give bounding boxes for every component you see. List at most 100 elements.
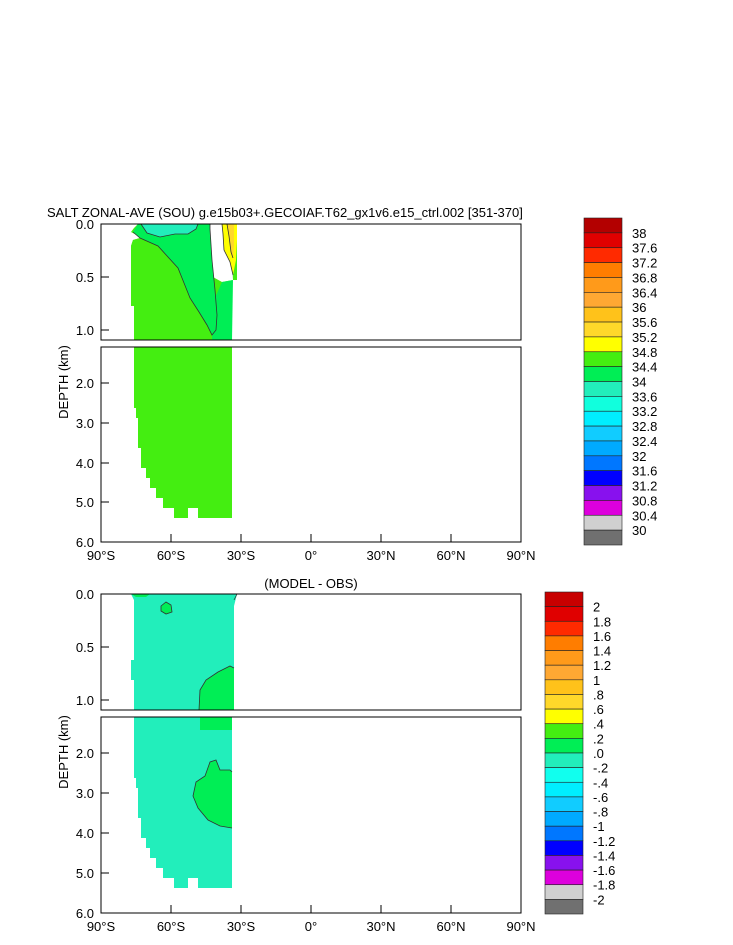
colorbar-label: -.8 — [593, 805, 608, 820]
colorbar-swatch — [583, 381, 623, 397]
colorbar-label: -1 — [593, 819, 605, 834]
colorbar-swatch — [583, 410, 623, 427]
field-34.4-34.8-main — [131, 238, 212, 340]
x-tick-label: 30°N — [366, 548, 395, 563]
colorbar-label: -.6 — [593, 790, 608, 805]
x-axis: 90°S 60°S 30°S 0° 30°N 60°N 90°N — [87, 534, 536, 563]
y-axis-upper: 0.0 0.5 1.0 — [76, 217, 94, 338]
y-axis-label: DEPTH (km) — [56, 715, 71, 789]
y-axis-lower-diff: 2.0 3.0 4.0 5.0 6.0 — [76, 746, 94, 921]
contour-lines-lower-diff — [192, 759, 233, 829]
y-tick-label: 1.0 — [76, 323, 94, 338]
colorbar-swatch — [583, 232, 623, 249]
colorbar-swatch — [544, 855, 584, 871]
y-tick-label: 0.5 — [76, 270, 94, 285]
y-tick-label: 3.0 — [76, 416, 94, 431]
colorbar-label: 31.6 — [632, 464, 657, 479]
colorbar-label: .4 — [593, 717, 604, 732]
colorbar-swatch — [544, 606, 584, 622]
y-tick-label: 5.0 — [76, 866, 94, 881]
colorbar-swatch — [583, 277, 623, 293]
colorbar-swatch — [583, 351, 623, 367]
y-axis-upper-diff: 0.0 0.5 1.0 — [76, 587, 94, 708]
colorbar-label: 2 — [593, 600, 600, 615]
contour-fills-upper-diff — [131, 593, 238, 711]
contour-fills-upper — [131, 223, 237, 340]
colorbar-label: 33.2 — [632, 404, 657, 419]
y-tick-label: 2.0 — [76, 746, 94, 761]
field-0.0-0.2-deep — [200, 717, 232, 730]
colorbar: 21.81.61.41.21.8.6.4.2.0-.2-.4-.6-.8-1-1… — [544, 591, 615, 915]
y-tick-label: 0.0 — [76, 587, 94, 602]
colorbar-label: 31.2 — [632, 479, 657, 494]
x-tick-label: 30°S — [227, 919, 256, 934]
colorbar-swatch — [544, 869, 584, 886]
contour-fills-lower — [134, 347, 232, 518]
contour-fills-lower-diff — [134, 717, 233, 888]
colorbar-label: 1.8 — [593, 614, 611, 629]
colorbar-label: 36.4 — [632, 285, 657, 300]
colorbar-label: 37.6 — [632, 241, 657, 256]
colorbar-swatch — [583, 306, 623, 323]
colorbar-label: 33.6 — [632, 389, 657, 404]
colorbar-swatch — [583, 262, 623, 278]
colorbar-swatch — [544, 825, 584, 842]
y-ticks-diff — [101, 593, 109, 874]
colorbar-label: -1.8 — [593, 878, 615, 893]
y-tick-label: 4.0 — [76, 826, 94, 841]
field-neg0.2-0.0-deep — [134, 717, 232, 888]
colorbar-swatch — [544, 635, 584, 651]
colorbar-swatch — [583, 217, 623, 234]
colorbar-swatch — [544, 708, 584, 725]
chart-subtitle: (MODEL - OBS) — [264, 576, 357, 591]
field-0.0-0.2-mid — [193, 760, 232, 828]
colorbar-swatch — [583, 366, 623, 382]
colorbar-swatch — [583, 529, 623, 546]
colorbar-label: 30 — [632, 523, 646, 538]
colorbar-swatch — [544, 840, 584, 856]
colorbar-swatch — [583, 292, 623, 308]
colorbar-label: -2 — [593, 892, 605, 907]
colorbar-swatch — [583, 500, 623, 516]
y-ticks — [101, 223, 109, 503]
field-34.0-34.4-right — [212, 280, 233, 340]
colorbar-label: 30.8 — [632, 493, 657, 508]
y-tick-label: 2.0 — [76, 376, 94, 391]
plot-frame-upper-diff — [100, 593, 522, 711]
colorbar-label: -.2 — [593, 761, 608, 776]
colorbar-swatch — [544, 694, 584, 710]
y-tick-label: 6.0 — [76, 535, 94, 550]
colorbar-swatch — [544, 781, 584, 798]
colorbar-label: 1.6 — [593, 629, 611, 644]
y-tick-label: 5.0 — [76, 495, 94, 510]
y-tick-label: 3.0 — [76, 786, 94, 801]
colorbar-label: 34.4 — [632, 360, 657, 375]
colorbar-label: 1.2 — [593, 658, 611, 673]
colorbar-swatch — [583, 485, 623, 501]
colorbar-swatch — [544, 738, 584, 754]
difference-panel: (MODEL - OBS) 0.0 0.5 1.0 — [56, 576, 615, 934]
colorbar-swatch — [583, 396, 623, 412]
y-tick-label: 0.0 — [76, 217, 94, 232]
colorbar-label: 35.6 — [632, 315, 657, 330]
colorbar-swatch — [544, 796, 584, 812]
y-tick-label: 6.0 — [76, 906, 94, 921]
x-tick-label: 30°S — [227, 548, 256, 563]
chart-title: SALT ZONAL-AVE (SOU) g.e15b03+.GECOIAF.T… — [47, 205, 523, 220]
y-axis-label: DEPTH (km) — [56, 345, 71, 419]
colorbar-label: .2 — [593, 731, 604, 746]
colorbar-label: 35.2 — [632, 330, 657, 345]
x-tick-label: 90°N — [506, 919, 535, 934]
colorbar-label: .0 — [593, 746, 604, 761]
colorbar-label: -1.6 — [593, 863, 615, 878]
x-tick-label: 30°N — [366, 919, 395, 934]
colorbar-label: 34.8 — [632, 345, 657, 360]
colorbar-label: 38 — [632, 226, 646, 241]
colorbar-swatch — [583, 425, 623, 442]
colorbar-swatch — [583, 514, 623, 531]
colorbar-label: 37.2 — [632, 256, 657, 271]
colorbar-swatch — [544, 752, 584, 768]
x-tick-label: 60°N — [436, 548, 465, 563]
field-34.4-34.8-deep — [134, 347, 232, 518]
